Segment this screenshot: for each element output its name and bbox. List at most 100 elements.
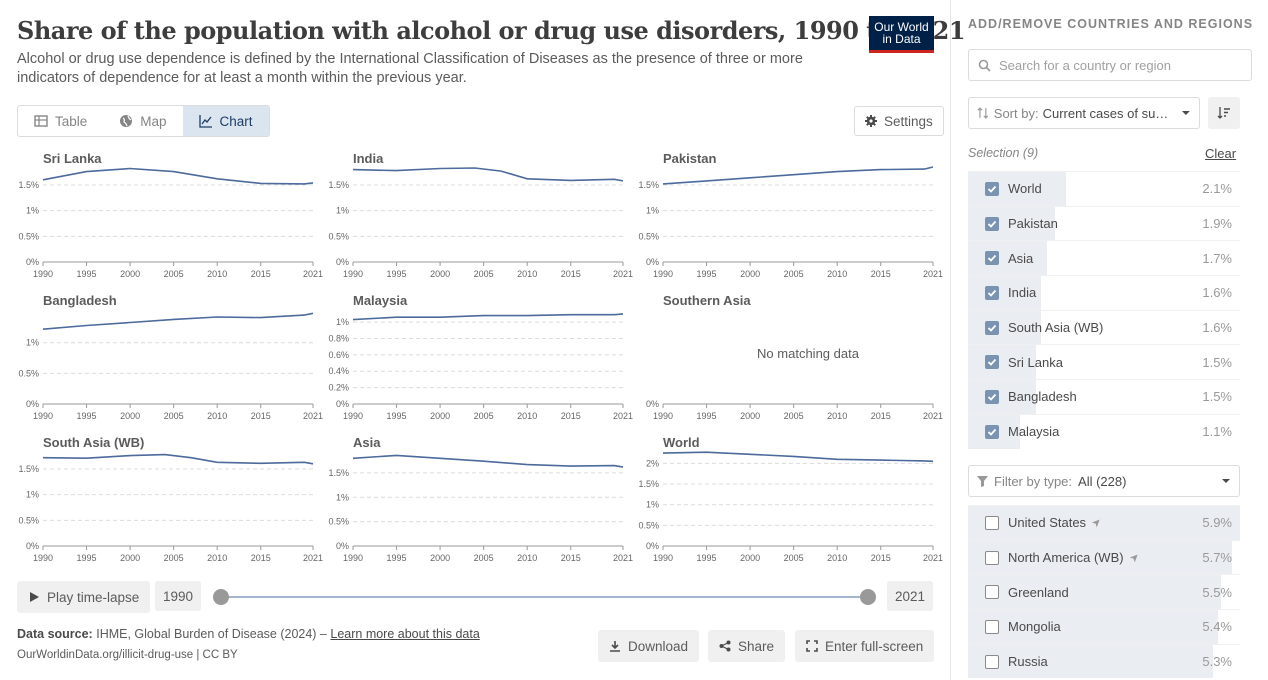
checkbox[interactable] — [985, 550, 999, 565]
value-bar — [968, 610, 1219, 644]
sort-dropdown[interactable]: Sort by: Current cases of substance use … — [968, 97, 1200, 129]
selection-count: Selection (9) — [968, 146, 1039, 160]
x-tick-label: 1990 — [33, 269, 53, 279]
y-tick-label: 0.6% — [328, 350, 349, 360]
list-item[interactable]: Mongolia 5.4% — [968, 609, 1240, 644]
y-tick-label: 1.5% — [328, 180, 349, 190]
series-line[interactable] — [42, 312, 314, 330]
tab-table[interactable]: Table — [18, 106, 103, 136]
list-item[interactable]: Greenland 5.5% — [968, 574, 1240, 610]
entity-name: Pakistan — [1008, 216, 1058, 232]
entity-value: 5.7% — [1202, 550, 1232, 566]
entity-value: 5.4% — [1202, 619, 1232, 635]
entity-value: 1.5% — [1202, 354, 1232, 370]
checkbox[interactable] — [985, 355, 999, 370]
checkbox[interactable] — [985, 424, 999, 439]
x-tick-label: 2021 — [923, 411, 943, 421]
list-item[interactable]: Sri Lanka 1.5% — [968, 344, 1240, 380]
list-item[interactable]: South Asia (WB) 1.6% — [968, 309, 1240, 345]
checkbox[interactable] — [985, 285, 999, 300]
x-tick-label: 2015 — [251, 411, 271, 421]
entity-name: Greenland — [1008, 584, 1069, 600]
check-icon — [987, 185, 997, 193]
y-tick-label: 0.5% — [18, 368, 39, 378]
checkbox[interactable] — [985, 320, 999, 335]
tab-map[interactable]: Map — [103, 106, 182, 136]
y-tick-label: 0.5% — [638, 520, 659, 530]
x-tick-label: 1995 — [697, 269, 717, 279]
list-item[interactable]: Malaysia 1.1% — [968, 413, 1240, 449]
y-tick-label: 1.5% — [638, 479, 659, 489]
sort-order-icon — [1217, 107, 1230, 119]
list-item[interactable]: Bangladesh 1.5% — [968, 379, 1240, 414]
checkbox[interactable] — [985, 181, 999, 196]
sort-order-button[interactable] — [1208, 97, 1240, 129]
entity-value: 5.5% — [1202, 584, 1232, 600]
series-line[interactable] — [662, 451, 934, 463]
facet-title: South Asia (WB) — [43, 435, 145, 450]
checkbox[interactable] — [985, 619, 999, 634]
entity-name: Asia — [1008, 250, 1034, 266]
series-line[interactable] — [352, 313, 624, 321]
timeline-start-year: 1990 — [155, 581, 202, 611]
list-item[interactable]: Russia 5.3% — [968, 643, 1240, 679]
list-item[interactable]: World 2.1% — [968, 171, 1240, 206]
list-item[interactable]: India 1.6% — [968, 275, 1240, 310]
list-item[interactable]: North America (WB) ➤ 5.7% — [968, 539, 1240, 575]
facet-plot: 0% 0.5% 1% 1.5% 1990 1995 2000 2005 2010 2015 2021 — [638, 166, 943, 279]
share-button[interactable]: Share — [708, 630, 786, 662]
selected-list: World 2.1% Pakistan 1.9% Asia 1.7% India 1.6% So… — [968, 171, 1240, 449]
x-tick-label: 1990 — [653, 411, 673, 421]
filter-type-dropdown[interactable]: Filter by type: All (228) — [968, 465, 1240, 497]
x-tick-label: 1990 — [343, 411, 363, 421]
x-tick-label: 2021 — [923, 269, 943, 279]
value-bar — [968, 540, 1232, 575]
clear-button[interactable]: Clear — [1205, 146, 1237, 161]
x-tick-label: 2021 — [613, 269, 633, 279]
series-line[interactable] — [352, 167, 624, 182]
series-line[interactable] — [662, 166, 934, 185]
timeline-start-handle[interactable] — [213, 589, 229, 605]
checkbox[interactable] — [985, 585, 999, 600]
y-tick-label: 1% — [26, 338, 39, 348]
owid-logo[interactable]: Our World in Data — [869, 16, 934, 53]
fullscreen-button[interactable]: Enter full-screen — [795, 630, 935, 662]
series-line[interactable] — [42, 167, 314, 185]
timeline-track[interactable] — [221, 596, 869, 598]
play-timelapse-button[interactable]: Play time-lapse — [17, 581, 151, 613]
x-tick-label: 2010 — [517, 553, 537, 563]
learn-more-link[interactable]: Learn more about this data — [330, 627, 480, 641]
value-bar — [968, 206, 1056, 241]
search-input[interactable]: Search for a country or region — [968, 49, 1252, 81]
y-tick-label: 1% — [336, 317, 349, 327]
series-line[interactable] — [42, 453, 314, 465]
facet-plot: 0% 0.5% 1% 1.5% 1990 1995 2000 2005 2010 2015 2021 — [18, 167, 323, 279]
x-tick-label: 2005 — [784, 269, 804, 279]
checkbox[interactable] — [985, 515, 999, 530]
tab-chart[interactable]: Chart — [182, 106, 269, 136]
x-tick-label: 2015 — [251, 269, 271, 279]
timeline-end-handle[interactable] — [860, 589, 876, 605]
checkbox[interactable] — [985, 251, 999, 266]
list-item[interactable]: Pakistan 1.9% — [968, 205, 1240, 241]
y-tick-label: 0.5% — [638, 231, 659, 241]
checkbox[interactable] — [985, 654, 999, 669]
list-item[interactable]: Asia 1.7% — [968, 240, 1240, 276]
value-bar — [968, 172, 1066, 206]
series-line[interactable] — [352, 454, 624, 468]
table-icon — [34, 115, 48, 127]
value-bar — [968, 380, 1036, 414]
facet-bangladesh: 0% 0.5% 1% 1990 1995 2000 2005 2010 2015 2021 Bang… — [17, 293, 323, 428]
x-tick-label: 1990 — [653, 269, 673, 279]
list-item[interactable]: United States ➤ 5.9% — [968, 505, 1240, 540]
x-tick-label: 2005 — [784, 553, 804, 563]
checkbox[interactable] — [985, 389, 999, 404]
check-icon — [987, 428, 997, 436]
x-tick-label: 2005 — [474, 553, 494, 563]
settings-button[interactable]: Settings — [854, 106, 944, 136]
data-source: Data source: IHME, Global Burden of Dise… — [17, 627, 480, 641]
entity-name: Malaysia — [1008, 424, 1060, 440]
download-button[interactable]: Download — [598, 630, 700, 662]
entity-name: India — [1008, 285, 1037, 301]
checkbox[interactable] — [985, 216, 999, 231]
